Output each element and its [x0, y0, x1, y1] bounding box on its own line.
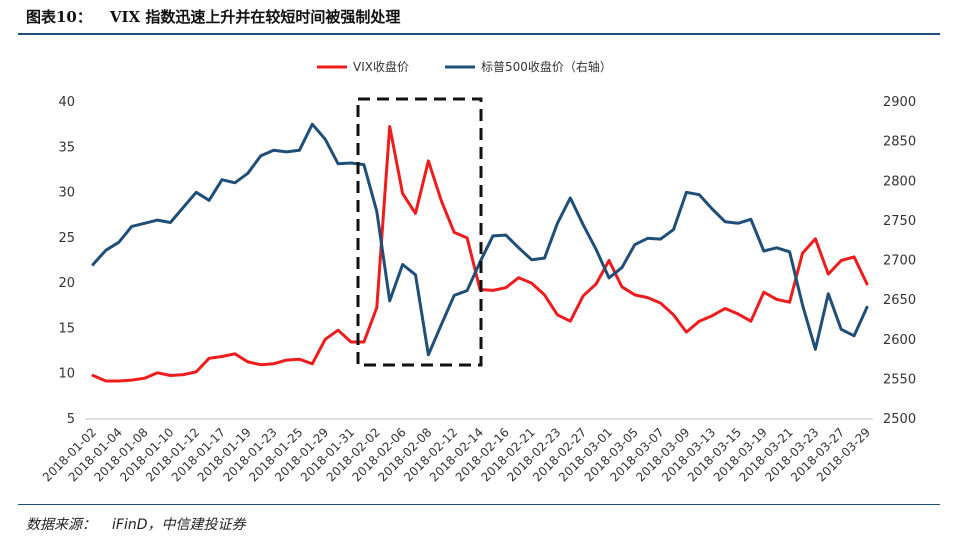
y-right-tick-label: 2700 — [883, 254, 916, 269]
y-left-tick-label: 20 — [58, 276, 75, 291]
y-right-tick-label: 2750 — [883, 214, 916, 229]
bottom-rule — [18, 504, 940, 505]
source-label: 数据来源： — [26, 517, 96, 533]
y-left-tick-label: 5 — [67, 412, 75, 427]
y-right-tick-label: 2900 — [883, 95, 916, 110]
y-right-tick-label: 2600 — [883, 333, 916, 348]
legend-vix-label: VIX收盘价 — [353, 59, 409, 74]
figure-label: 图表10： — [26, 8, 92, 26]
y-right-tick-label: 2850 — [883, 135, 916, 150]
legend-spx-label: 标普500收盘价（右轴） — [481, 59, 612, 74]
y-right-tick-label: 2550 — [883, 372, 916, 387]
y-right-tick-label: 2500 — [883, 412, 916, 427]
source-note: 数据来源： iFinD，中信建投证券 — [26, 514, 246, 534]
figure-title-text: VIX 指数迅速上升并在较短时间被强制处理 — [109, 8, 401, 26]
y-left-tick-label: 15 — [58, 321, 75, 336]
y-right-tick-label: 2800 — [883, 174, 916, 189]
y-left-tick-label: 10 — [58, 367, 75, 382]
y-left-tick-label: 30 — [58, 186, 75, 201]
y-left-tick-label: 25 — [58, 231, 75, 246]
y-right-tick-label: 2650 — [883, 293, 916, 308]
y-left-tick-label: 35 — [58, 140, 75, 155]
y-left-tick-label: 40 — [58, 95, 75, 110]
figure-title: 图表10： VIX 指数迅速上升并在较短时间被强制处理 — [26, 6, 400, 27]
top-rule — [18, 33, 940, 35]
source-text: iFinD，中信建投证券 — [112, 517, 246, 533]
highlight-box — [356, 97, 483, 367]
